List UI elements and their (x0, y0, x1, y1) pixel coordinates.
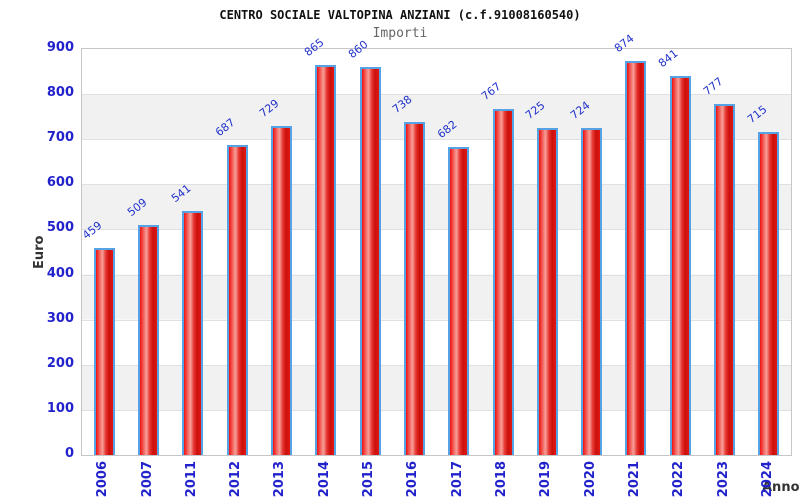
bar-value-label: 724 (567, 98, 593, 122)
y-tick-label: 200 (46, 355, 74, 371)
x-axis-title: Anno (762, 480, 800, 495)
y-tick-label: 400 (46, 265, 74, 281)
bar-value-label: 729 (257, 96, 282, 120)
chart-title: CENTRO SOCIALE VALTOPINA ANZIANI (c.f.91… (219, 8, 581, 22)
bar-2015 (359, 67, 381, 455)
x-tick-label-2018: 2018 (494, 461, 509, 498)
x-tick-label-2014: 2014 (316, 461, 332, 498)
x-tick-label-2007: 2007 (139, 461, 155, 498)
bar-value-label: 767 (478, 79, 504, 103)
plot-area: 459 509 541 687 729 865 860 738 682 767 725 724 874 8… (80, 32, 792, 456)
x-tick-label-2022: 2022 (671, 461, 687, 498)
x-tick-label-2020: 2020 (582, 461, 598, 498)
bar-2022 (669, 76, 691, 455)
bar-2016 (403, 122, 425, 455)
y-tick-label: 100 (46, 400, 74, 416)
y-tick-label: 300 (46, 310, 74, 326)
bar-value-label: 459 (80, 218, 105, 242)
bar-value-label: 687 (213, 115, 238, 139)
chart-subtitle: Importi (372, 26, 428, 41)
bar-2023 (714, 104, 735, 455)
y-tick-label: 800 (46, 85, 74, 101)
bar-value-label: 509 (124, 195, 150, 219)
bar-2020 (581, 128, 603, 455)
x-tick-label-2012: 2012 (228, 461, 244, 498)
bar-2019 (536, 128, 558, 455)
y-tick-label: 500 (46, 220, 74, 236)
x-tick-label-2023: 2023 (715, 461, 731, 498)
gridline (82, 274, 791, 276)
bar-2013 (270, 126, 292, 455)
bar-2012 (226, 145, 248, 455)
y-tick-label: 900 (46, 40, 74, 55)
bar-2018 (492, 109, 514, 455)
bar-value-label: 860 (345, 37, 371, 61)
bar-value-label: 682 (434, 117, 460, 141)
x-tick-label-2015: 2015 (361, 461, 376, 498)
bar-value-label: 738 (390, 92, 415, 116)
bar-value-label: 725 (523, 98, 548, 122)
bar-2017 (448, 147, 470, 455)
x-tick-label-2006: 2006 (95, 461, 111, 498)
gridline (82, 94, 791, 96)
bar-value-label: 541 (168, 181, 194, 205)
x-tick-label-2011: 2011 (183, 461, 199, 498)
bar-2006 (93, 248, 115, 455)
bar-2024 (758, 132, 780, 455)
y-tick-label: 700 (46, 130, 74, 146)
gridline (82, 409, 791, 411)
x-tick-label-2016: 2016 (405, 461, 421, 498)
gridline (82, 184, 791, 186)
bar-2011 (182, 211, 204, 455)
y-axis-title: Euro (32, 235, 47, 269)
gridline (82, 319, 791, 321)
bar-value-label: 841 (656, 46, 681, 70)
y-tick-label: 600 (46, 175, 74, 191)
bar-2021 (625, 61, 647, 455)
x-tick-label-2024: 2024 (759, 461, 775, 498)
gridline (82, 139, 791, 141)
gridline (82, 229, 791, 231)
y-tick-label: 0 (64, 446, 74, 461)
bar-2014 (315, 65, 337, 455)
x-tick-label-2021: 2021 (626, 461, 642, 498)
bar-value-label: 715 (744, 102, 770, 126)
x-tick-label-2013: 2013 (272, 461, 288, 498)
bar-2007 (138, 225, 159, 455)
gridline (82, 364, 791, 366)
x-tick-label-2019: 2019 (538, 461, 554, 498)
x-tick-label-2017: 2017 (449, 461, 465, 498)
